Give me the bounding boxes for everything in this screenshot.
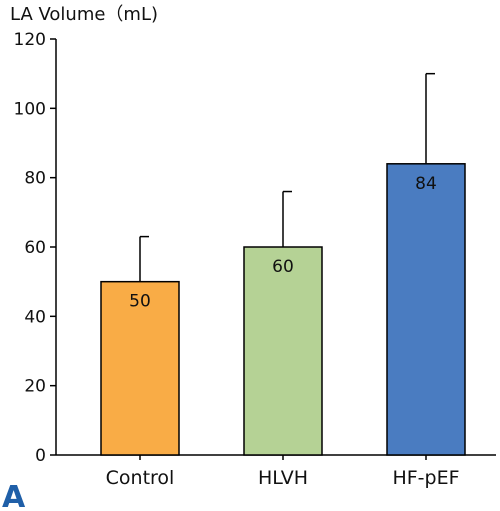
bar-hf-pef [386,163,466,456]
y-tick-label: 40 [24,307,46,327]
data-label: 84 [415,174,437,194]
x-tick-label: HF-pEF [392,467,459,489]
x-tick-label: HLVH [258,467,308,489]
bar-control [100,280,180,456]
y-tick-label: 100 [14,99,46,119]
y-axis-label: LA Volume（mL) [10,4,158,25]
data-label: 60 [272,257,294,277]
plot-area: 0 20 40 60 80 100 120 50 Control 60 HLVH 84 HF-pEF [14,30,496,489]
y-tick-label: 120 [14,30,46,50]
y-tick-label: 0 [35,446,46,466]
y-tick-label: 80 [24,169,46,189]
x-tick-label: Control [106,467,175,489]
data-label: 50 [129,292,151,312]
panel-label: A [2,480,26,511]
y-tick-label: 60 [24,238,46,258]
bar-hlvh [243,246,323,456]
y-tick-label: 20 [24,377,46,397]
